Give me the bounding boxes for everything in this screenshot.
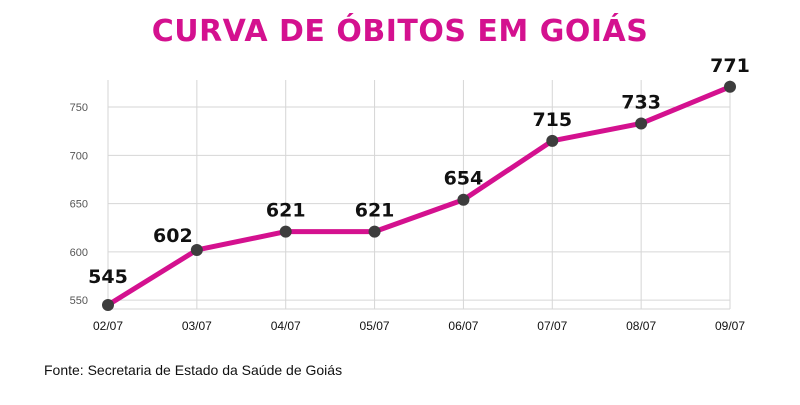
data-label: 545 xyxy=(88,266,128,288)
series-line-path xyxy=(105,84,733,308)
data-labels: 545 602 621 621 654 715 733 771 xyxy=(88,55,750,288)
data-point xyxy=(190,243,203,256)
y-tick-label: 750 xyxy=(70,102,88,114)
y-axis: 550 600 650 700 750 xyxy=(70,102,88,307)
source-note: Fonte: Secretaria de Estado da Saúde de … xyxy=(44,362,343,378)
data-point xyxy=(279,225,292,238)
data-point xyxy=(368,225,381,238)
y-tick-label: 700 xyxy=(70,150,88,162)
grid-lines xyxy=(107,80,731,310)
data-points xyxy=(102,80,736,311)
data-point xyxy=(546,134,559,147)
y-tick-label: 600 xyxy=(70,247,88,259)
data-label: 654 xyxy=(444,168,484,190)
data-label: 602 xyxy=(153,225,193,247)
x-tick-label: 09/07 xyxy=(715,319,745,333)
data-label: 621 xyxy=(266,200,306,222)
x-tick-label: 04/07 xyxy=(271,319,301,333)
data-point xyxy=(635,117,648,130)
x-axis: 02/07 03/07 04/07 05/07 06/07 07/07 08/07 09/07 xyxy=(93,319,745,333)
data-label: 715 xyxy=(532,109,572,131)
x-tick-label: 05/07 xyxy=(360,319,390,333)
y-tick-label: 650 xyxy=(70,199,88,211)
x-tick-label: 08/07 xyxy=(626,319,656,333)
data-point xyxy=(102,299,114,311)
chart-title: CURVA DE ÓBITOS EM GOIÁS xyxy=(151,14,649,49)
data-label: 621 xyxy=(355,200,395,222)
data-label: 771 xyxy=(710,55,750,77)
y-tick-label: 550 xyxy=(70,295,88,307)
data-point xyxy=(457,193,470,206)
x-tick-label: 06/07 xyxy=(448,319,478,333)
data-point xyxy=(724,80,736,93)
series-line xyxy=(105,84,733,308)
x-tick-label: 02/07 xyxy=(93,319,123,333)
x-tick-label: 07/07 xyxy=(537,319,567,333)
data-label: 733 xyxy=(621,91,661,113)
x-tick-label: 03/07 xyxy=(182,319,212,333)
